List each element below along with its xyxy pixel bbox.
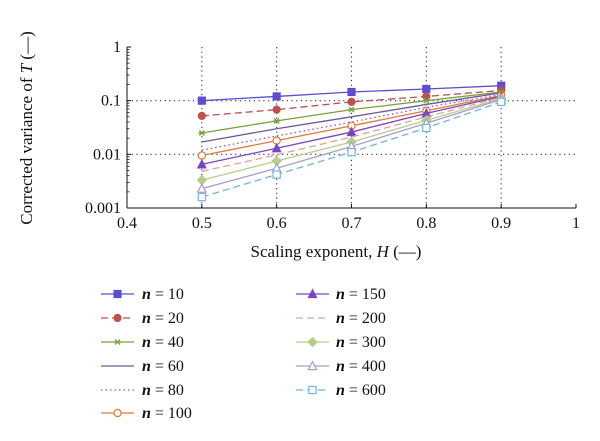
- series-10: [197, 97, 506, 202]
- data-point: [347, 147, 356, 157]
- legend-label: n = 150: [336, 286, 386, 303]
- legend: n = 10 n = 20 n = 40 n = 60 n = 80 n = 100 n =…: [101, 286, 386, 422]
- x-axis-title: Scaling exponent, H (—): [251, 242, 422, 261]
- series-7: [201, 96, 502, 173]
- series-layer: [196, 81, 507, 202]
- data-point: [113, 339, 122, 345]
- legend-item: n = 600: [296, 382, 386, 399]
- series-8: [196, 93, 507, 186]
- data-point: [113, 408, 122, 418]
- x-tick-label: 0.6: [267, 215, 287, 232]
- legend-item: n = 20: [101, 310, 184, 327]
- data-point: [272, 170, 281, 179]
- legend-label: n = 60: [142, 358, 184, 375]
- data-point: [197, 96, 206, 105]
- x-tick-label: 0.8: [416, 215, 436, 232]
- data-point: [347, 87, 356, 97]
- y-tick-label: 1: [113, 39, 121, 56]
- data-point: [422, 123, 431, 133]
- series-line: [201, 92, 502, 143]
- legend-item: n = 40: [101, 334, 184, 351]
- x-tick-label: 1: [572, 215, 580, 232]
- legend-label: n = 40: [142, 334, 184, 351]
- legend-item: n = 200: [296, 310, 386, 327]
- data-point: [197, 192, 207, 202]
- legend-label: n = 100: [142, 405, 192, 422]
- data-point: [113, 313, 122, 323]
- x-tick-label: 0.4: [117, 215, 137, 232]
- data-point: [272, 105, 281, 114]
- data-point: [347, 106, 356, 113]
- data-point: [271, 142, 282, 153]
- data-point: [198, 129, 206, 136]
- data-point: [422, 97, 430, 104]
- y-axis-title: Corrected variance of T (—): [17, 31, 36, 225]
- data-point: [113, 289, 122, 299]
- data-point: [422, 84, 431, 94]
- legend-label: n = 80: [142, 382, 184, 399]
- axes: 0.4 0.5 0.6 0.7 0.8 0.9 1 0.001 0.01 0.1 1: [85, 39, 580, 232]
- data-point: [307, 288, 318, 299]
- legend-item: n = 10: [101, 286, 184, 303]
- data-point: [346, 126, 357, 137]
- series-4: [201, 93, 502, 151]
- series-3: [201, 92, 502, 143]
- data-point: [197, 111, 206, 121]
- data-point: [197, 151, 207, 160]
- data-point: [496, 97, 506, 107]
- y-tick-label: 0.1: [101, 93, 121, 110]
- data-point: [347, 97, 356, 106]
- legend-item: n = 400: [296, 358, 386, 375]
- y-tick-label: 0.01: [93, 146, 121, 163]
- legend-item: n = 60: [101, 358, 184, 375]
- data-point: [307, 336, 318, 348]
- legend-item: n = 300: [296, 334, 386, 351]
- series-line: [201, 96, 502, 173]
- series-line: [201, 93, 502, 151]
- legend-label: n = 400: [336, 358, 386, 375]
- data-point: [272, 92, 281, 101]
- legend-label: n = 300: [336, 334, 386, 351]
- legend-label: n = 20: [142, 310, 184, 327]
- legend-label: n = 600: [336, 382, 386, 399]
- y-tick-label: 0.001: [85, 200, 121, 217]
- series-0: [197, 81, 506, 105]
- data-point: [308, 385, 317, 395]
- series-line: [201, 89, 502, 117]
- legend-item: n = 100: [101, 405, 192, 422]
- legend-label: n = 200: [336, 310, 386, 327]
- x-tick-label: 0.7: [342, 215, 362, 232]
- data-point: [307, 360, 318, 371]
- legend-item: n = 150: [296, 286, 386, 303]
- data-point: [196, 182, 208, 193]
- legend-item: n = 80: [101, 382, 184, 399]
- x-tick-label: 0.5: [192, 215, 212, 232]
- x-tick-label: 0.9: [491, 215, 511, 232]
- data-point: [196, 158, 207, 169]
- legend-label: n = 10: [142, 286, 184, 303]
- data-point: [273, 117, 281, 124]
